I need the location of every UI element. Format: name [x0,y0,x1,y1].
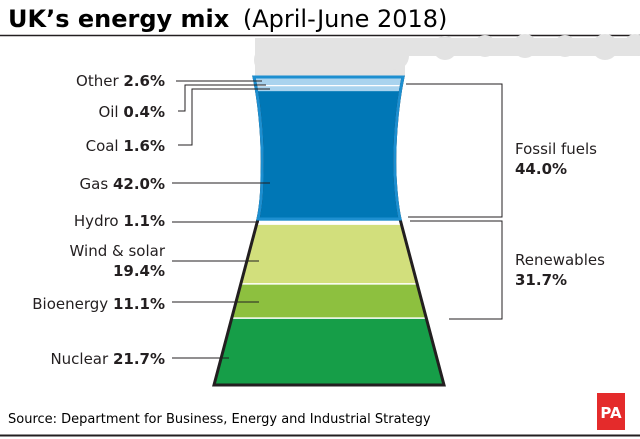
bracket-renewables [410,220,503,320]
group-renewables-value: 31.7% [515,271,567,289]
leader-coal [178,88,270,146]
segment-gas [214,91,444,222]
title-bold: UK’s energy mix [8,5,230,33]
title-regular: (April-June 2018) [243,5,448,33]
segment-wind-solar [214,224,444,285]
leader-oil [178,84,266,112]
source-note: Source: Department for Business, Energy … [8,412,431,427]
segment-bioenergy [214,283,444,319]
tower-segments [214,77,444,385]
bracket-fossil [406,83,503,218]
segment-hydro [214,220,444,225]
pa-logo [597,393,625,430]
leader-lines [172,80,503,359]
label-gas: Gas 42.0% [80,175,165,193]
label-wind-solar-name: Wind & solar [70,242,166,260]
pa-logo-text: PA [600,404,622,422]
chart-title: UK’s energy mix (April-June 2018) [8,5,447,33]
group-renewables-name: Renewables [515,251,605,269]
segment-other [214,77,444,86]
label-coal: Coal 1.6% [86,137,165,155]
smoke-cloud [254,34,640,77]
label-wind-solar-value: 19.4% [113,262,165,280]
label-hydro: Hydro 1.1% [74,212,165,230]
label-oil: Oil 0.4% [98,103,165,121]
segment-nuclear [214,318,444,385]
group-fossil-value: 44.0% [515,160,567,178]
label-bioenergy: Bioenergy 11.1% [32,295,165,313]
label-other: Other 2.6% [76,72,165,90]
label-nuclear: Nuclear 21.7% [50,350,165,368]
segment-coal [214,86,444,92]
group-fossil-name: Fossil fuels [515,140,597,158]
segment-oil [214,85,444,87]
fossil-outline [252,75,405,221]
